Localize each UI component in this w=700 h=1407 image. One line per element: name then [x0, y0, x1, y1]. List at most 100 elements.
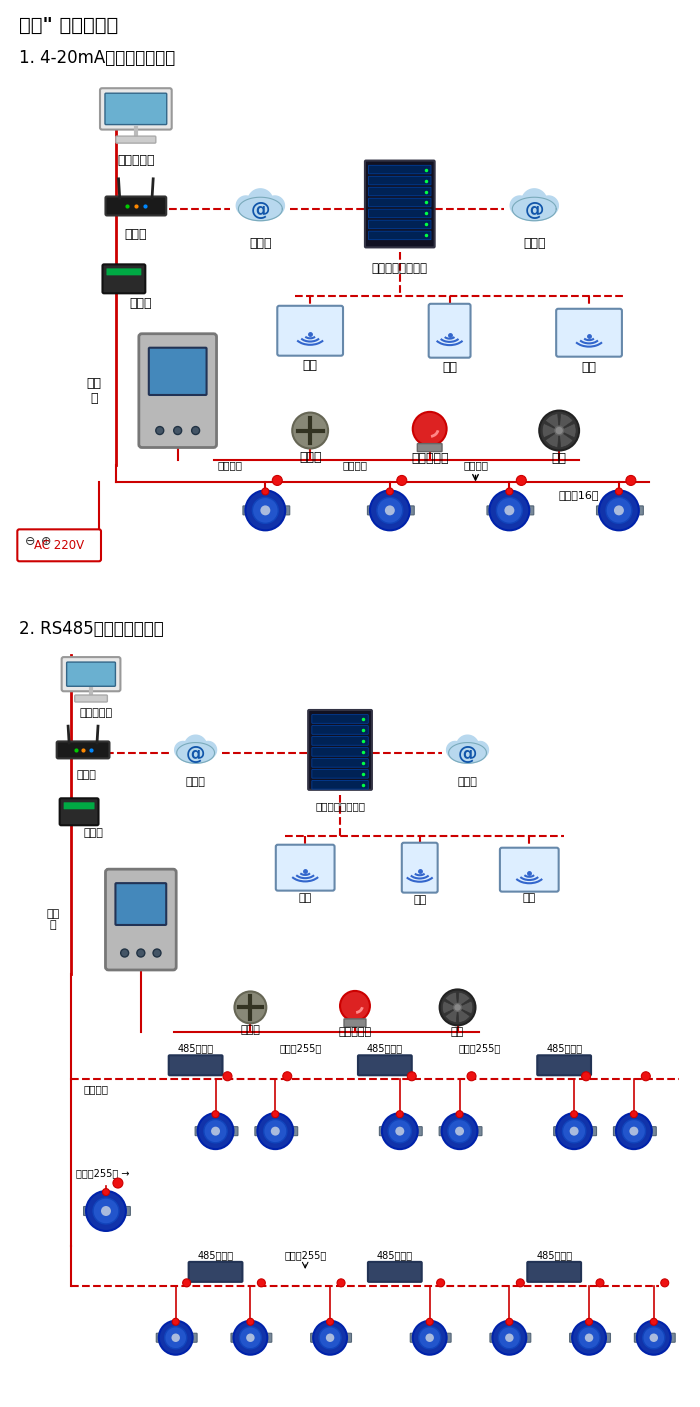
Circle shape [388, 1120, 412, 1142]
Text: 转换器: 转换器 [83, 827, 103, 837]
FancyBboxPatch shape [62, 657, 120, 691]
FancyBboxPatch shape [276, 844, 335, 891]
Circle shape [426, 1334, 434, 1342]
Circle shape [539, 411, 579, 450]
Circle shape [283, 1072, 292, 1081]
Circle shape [563, 1120, 586, 1142]
FancyBboxPatch shape [634, 1334, 641, 1342]
Text: 电磁阀: 电磁阀 [299, 450, 321, 463]
Circle shape [467, 1072, 476, 1081]
FancyBboxPatch shape [344, 1334, 351, 1342]
Circle shape [313, 1321, 347, 1355]
Circle shape [456, 1110, 463, 1117]
FancyBboxPatch shape [139, 333, 216, 447]
Circle shape [396, 1110, 403, 1117]
FancyBboxPatch shape [369, 219, 431, 229]
FancyBboxPatch shape [596, 507, 603, 515]
FancyBboxPatch shape [369, 165, 431, 174]
Circle shape [492, 1321, 526, 1355]
FancyBboxPatch shape [379, 1127, 386, 1135]
Circle shape [234, 992, 266, 1023]
Circle shape [102, 1189, 109, 1196]
FancyBboxPatch shape [589, 1127, 596, 1135]
FancyBboxPatch shape [312, 715, 368, 723]
FancyBboxPatch shape [369, 231, 431, 239]
FancyBboxPatch shape [475, 1127, 482, 1135]
Circle shape [622, 1120, 645, 1142]
Wedge shape [542, 424, 559, 438]
Wedge shape [458, 992, 470, 1007]
Polygon shape [456, 736, 479, 757]
Circle shape [637, 1321, 671, 1355]
Circle shape [172, 1334, 180, 1342]
FancyBboxPatch shape [290, 1127, 298, 1135]
Circle shape [174, 426, 182, 435]
FancyBboxPatch shape [369, 198, 431, 207]
Circle shape [419, 1327, 441, 1349]
Text: 2. RS485信号连接系统图: 2. RS485信号连接系统图 [20, 620, 164, 639]
FancyBboxPatch shape [312, 726, 368, 734]
Text: 路由器: 路由器 [76, 770, 96, 779]
FancyBboxPatch shape [402, 843, 438, 892]
FancyBboxPatch shape [365, 160, 435, 248]
Circle shape [395, 1127, 405, 1135]
Circle shape [212, 1110, 219, 1117]
Text: 485中继器: 485中继器 [178, 1044, 214, 1054]
Circle shape [153, 948, 161, 957]
Polygon shape [248, 189, 273, 214]
Text: 485中继器: 485中继器 [367, 1044, 403, 1054]
Circle shape [496, 498, 522, 523]
Circle shape [661, 1279, 668, 1287]
Text: 互联网: 互联网 [523, 236, 545, 250]
Circle shape [650, 1334, 658, 1342]
FancyBboxPatch shape [75, 695, 107, 702]
Circle shape [211, 1127, 220, 1135]
FancyBboxPatch shape [312, 737, 368, 746]
FancyBboxPatch shape [106, 197, 166, 215]
Text: 电脑: 电脑 [302, 359, 318, 371]
Text: 可连接255台: 可连接255台 [284, 1249, 326, 1259]
Circle shape [397, 476, 407, 485]
FancyBboxPatch shape [311, 1334, 318, 1342]
FancyBboxPatch shape [312, 770, 368, 778]
Text: 信号输出: 信号输出 [83, 1085, 108, 1095]
FancyBboxPatch shape [283, 507, 290, 515]
Circle shape [172, 1318, 179, 1325]
FancyBboxPatch shape [407, 507, 414, 515]
Circle shape [650, 1318, 657, 1325]
FancyBboxPatch shape [243, 507, 250, 515]
Circle shape [101, 1206, 111, 1216]
Text: 485中继器: 485中继器 [377, 1249, 413, 1259]
Wedge shape [545, 414, 559, 431]
Text: 单机版电脑: 单机版电脑 [79, 708, 113, 718]
Circle shape [247, 1318, 254, 1325]
Circle shape [413, 412, 447, 446]
Circle shape [382, 1113, 418, 1150]
Polygon shape [175, 741, 192, 758]
FancyBboxPatch shape [106, 269, 141, 276]
Text: 可连接16个: 可连接16个 [559, 491, 599, 501]
Circle shape [377, 498, 402, 523]
Circle shape [517, 476, 526, 485]
FancyBboxPatch shape [668, 1334, 676, 1342]
Polygon shape [265, 196, 284, 215]
Circle shape [340, 991, 370, 1021]
Circle shape [455, 1127, 464, 1135]
FancyBboxPatch shape [312, 747, 368, 756]
FancyBboxPatch shape [265, 1334, 272, 1342]
Circle shape [489, 491, 529, 530]
Wedge shape [442, 1000, 458, 1014]
Text: 信号输出: 信号输出 [463, 460, 488, 470]
Circle shape [407, 1072, 416, 1081]
FancyBboxPatch shape [527, 1262, 581, 1282]
Circle shape [570, 1110, 578, 1117]
FancyBboxPatch shape [116, 136, 156, 144]
Circle shape [327, 1318, 334, 1325]
FancyBboxPatch shape [231, 1334, 238, 1342]
Circle shape [615, 488, 622, 495]
Circle shape [262, 488, 269, 495]
Circle shape [626, 476, 636, 485]
Text: 485中继器: 485中继器 [197, 1249, 234, 1259]
FancyBboxPatch shape [312, 758, 368, 767]
Text: 信号输出: 信号输出 [342, 460, 368, 470]
